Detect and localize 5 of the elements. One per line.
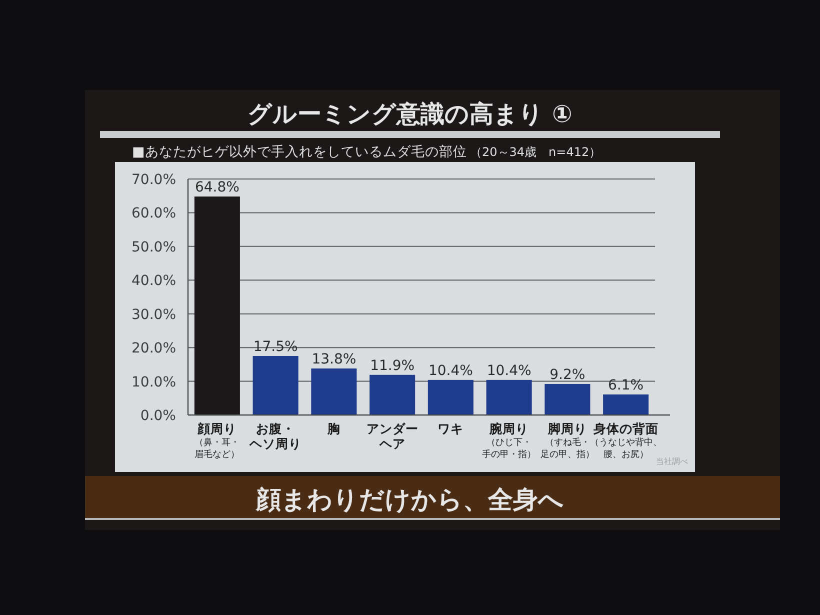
title: グルーミング意識の高まり ①: [248, 100, 572, 128]
annotation: 当社調べ: [656, 457, 688, 466]
subtitle: ■あなたがヒゲ以外で手入れをしているムダ毛の部位: [132, 144, 467, 160]
annotation: 顔まわりだけから、全身へ: [256, 485, 564, 514]
annotation: （20～34歳 n=412）: [470, 145, 602, 159]
